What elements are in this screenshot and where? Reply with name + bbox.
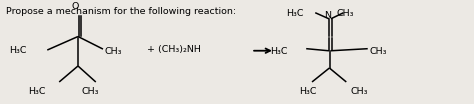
Text: CH₃: CH₃ (81, 87, 99, 96)
Text: H₃C: H₃C (28, 87, 46, 96)
Text: CH₃: CH₃ (369, 47, 387, 56)
Text: CH₃: CH₃ (105, 47, 122, 56)
Text: Propose a mechanism for the following reaction:: Propose a mechanism for the following re… (6, 7, 237, 16)
Text: H₃C: H₃C (271, 47, 288, 56)
Text: CH₃: CH₃ (336, 9, 354, 17)
Text: H₃C: H₃C (286, 9, 303, 17)
Text: O: O (72, 2, 79, 11)
Text: + (CH₃)₂NH: + (CH₃)₂NH (147, 45, 201, 54)
Text: H₃C: H₃C (9, 46, 27, 55)
Text: H₃C: H₃C (299, 87, 317, 96)
Text: N: N (324, 12, 331, 20)
Text: CH₃: CH₃ (350, 87, 368, 96)
